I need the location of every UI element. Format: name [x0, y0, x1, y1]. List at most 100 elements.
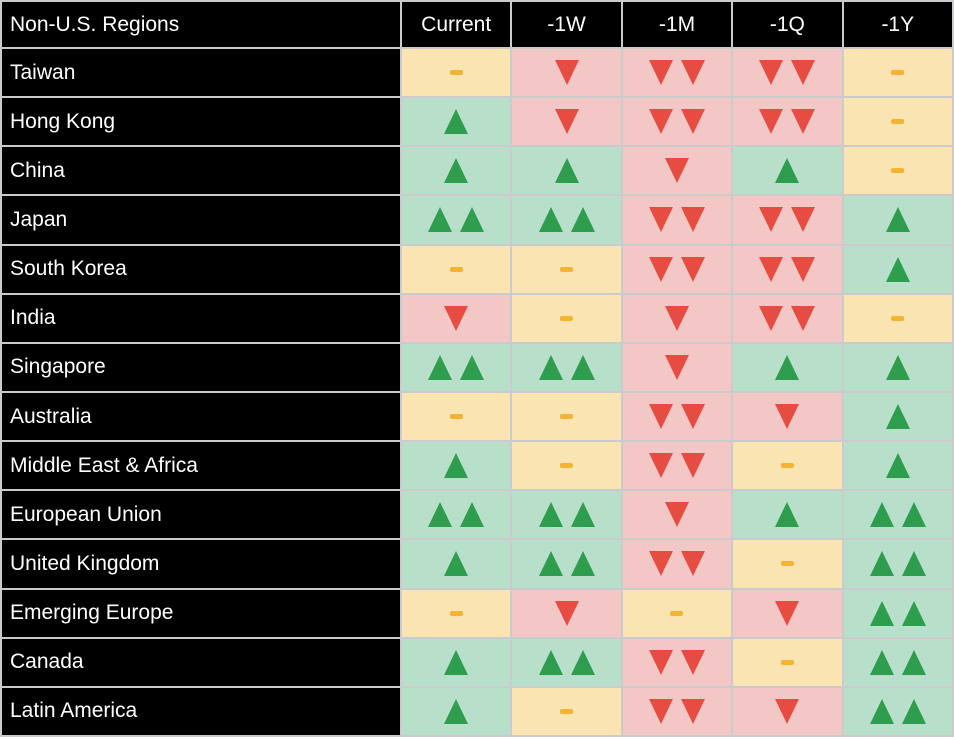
- up-triangle-icon: [428, 502, 453, 528]
- flat-dash-icon: [670, 610, 684, 616]
- signal-cell-content: [734, 640, 840, 685]
- signal-cell-content: [624, 345, 730, 390]
- signal-cell-content: [513, 640, 619, 685]
- table-row: Latin America: [0, 685, 954, 737]
- signal-cell: [620, 46, 734, 99]
- signal-cell: [841, 292, 954, 344]
- flat-dash-icon: [560, 708, 574, 714]
- signal-cell-content: [734, 689, 840, 734]
- signal-cell-content: [403, 541, 509, 586]
- down-triangle-icon: [648, 404, 673, 430]
- up-triangle-icon: [460, 354, 485, 380]
- down-triangle-icon: [775, 600, 800, 626]
- down-triangle-icon: [759, 305, 784, 331]
- signal-cell: [731, 538, 844, 590]
- signal-cell: [841, 636, 954, 688]
- signal-cell: [841, 341, 954, 393]
- signal-cell: [510, 587, 623, 639]
- signal-cell: [399, 243, 513, 295]
- signal-cell: [620, 685, 734, 737]
- signal-cell: [399, 292, 513, 344]
- down-triangle-icon: [554, 600, 579, 626]
- flat-dash-icon: [560, 266, 574, 272]
- region-name: Singapore: [0, 341, 402, 393]
- signal-cell-content: [403, 689, 509, 734]
- signal-cell: [399, 96, 513, 148]
- signal-cell: [399, 145, 513, 197]
- signal-cell-content: [845, 591, 951, 636]
- down-triangle-icon: [554, 60, 579, 86]
- signal-cell-content: [624, 492, 730, 537]
- table-row: South Korea: [0, 243, 954, 295]
- signal-cell-content: [403, 345, 509, 390]
- flat-dash-icon: [560, 315, 574, 321]
- down-triangle-icon: [775, 404, 800, 430]
- column-header-current: Current: [399, 0, 513, 49]
- down-triangle-icon: [680, 207, 705, 233]
- table-row: China: [0, 145, 954, 197]
- signal-cell: [399, 390, 513, 443]
- up-triangle-icon: [428, 354, 453, 380]
- region-name: Japan: [0, 194, 402, 246]
- signal-cell: [620, 538, 734, 590]
- signal-cell: [731, 46, 844, 99]
- region-name: European Union: [0, 489, 402, 541]
- flat-dash-icon: [449, 610, 463, 616]
- signal-cell-content: [734, 247, 840, 292]
- region-name: China: [0, 145, 402, 197]
- up-triangle-icon: [538, 502, 563, 528]
- region-name: Latin America: [0, 685, 402, 737]
- up-triangle-icon: [775, 354, 800, 380]
- down-triangle-icon: [648, 60, 673, 86]
- up-triangle-icon: [775, 502, 800, 528]
- signal-cell: [399, 341, 513, 393]
- up-triangle-icon: [444, 453, 469, 479]
- signal-cell-content: [513, 689, 619, 734]
- down-triangle-icon: [680, 698, 705, 724]
- signal-cell: [620, 96, 734, 148]
- up-triangle-icon: [885, 207, 910, 233]
- signal-cell: [510, 145, 623, 197]
- down-triangle-icon: [791, 305, 816, 331]
- signal-cell-content: [403, 640, 509, 685]
- down-triangle-icon: [759, 109, 784, 135]
- table-row: European Union: [0, 489, 954, 541]
- column-header-1w: -1W: [510, 0, 623, 49]
- signal-cell: [399, 489, 513, 541]
- table-row: Taiwan: [0, 46, 954, 99]
- signal-cell-content: [845, 247, 951, 292]
- signal-cell: [620, 145, 734, 197]
- signal-cell: [731, 440, 844, 492]
- up-triangle-icon: [869, 551, 894, 577]
- down-triangle-icon: [759, 60, 784, 86]
- flat-dash-icon: [891, 168, 905, 174]
- signal-cell-content: [513, 394, 619, 439]
- signal-cell-content: [403, 394, 509, 439]
- flat-dash-icon: [780, 561, 794, 567]
- down-triangle-icon: [680, 60, 705, 86]
- table-row: Australia: [0, 390, 954, 443]
- down-triangle-icon: [648, 551, 673, 577]
- signal-cell-content: [845, 689, 951, 734]
- down-triangle-icon: [759, 256, 784, 282]
- flat-dash-icon: [560, 463, 574, 469]
- up-triangle-icon: [885, 404, 910, 430]
- signal-cell-content: [513, 345, 619, 390]
- up-triangle-icon: [901, 649, 926, 675]
- signal-cell-content: [734, 394, 840, 439]
- up-triangle-icon: [538, 354, 563, 380]
- up-triangle-icon: [460, 502, 485, 528]
- signal-cell-content: [624, 443, 730, 488]
- region-name: Canada: [0, 636, 402, 688]
- signal-cell-content: [513, 541, 619, 586]
- table-row: Japan: [0, 194, 954, 246]
- signal-cell: [620, 440, 734, 492]
- signal-cell: [620, 636, 734, 688]
- up-triangle-icon: [570, 502, 595, 528]
- column-header-1m: -1M: [620, 0, 734, 49]
- signal-cell-content: [734, 492, 840, 537]
- signal-cell-content: [624, 99, 730, 144]
- down-triangle-icon: [791, 256, 816, 282]
- signal-cell-content: [624, 148, 730, 193]
- signal-cell: [510, 489, 623, 541]
